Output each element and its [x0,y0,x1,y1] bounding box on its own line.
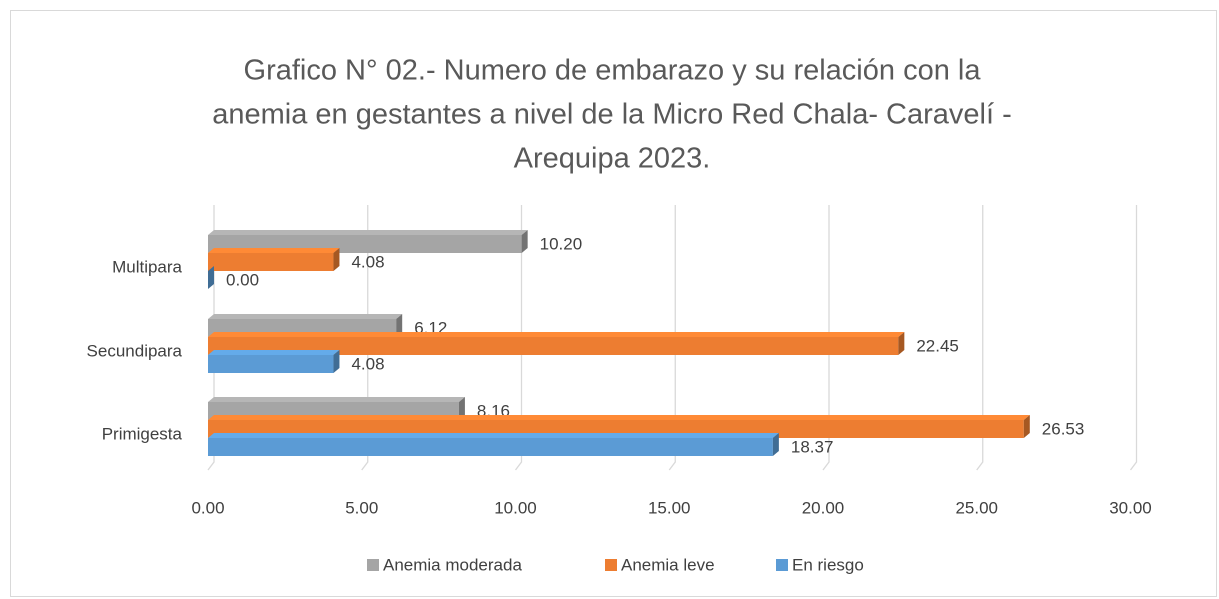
x-tick-label: 5.00 [345,498,378,517]
bar-side [521,230,528,253]
bar-top [208,248,340,253]
grid-line [361,205,369,471]
bar-side [1023,415,1030,438]
bar-side [772,433,779,456]
bar [208,332,905,355]
bar-top [208,433,779,438]
bar-top [208,350,340,355]
bar-front [208,438,773,456]
data-label: 10.20 [540,234,583,253]
chart-title: Arequipa 2023. [514,143,711,175]
y-tick-label: Primigesta [102,424,183,443]
bar [208,350,340,373]
legend-label: Anemia moderada [383,555,522,574]
bar-front [208,355,334,373]
bar-side [458,397,465,420]
bar-side [333,350,340,373]
data-label: 0.00 [226,270,259,289]
legend-swatch [605,559,617,571]
x-tick-label: 0.00 [191,498,224,517]
legend-label: Anemia leve [621,555,715,574]
bar-top [208,332,905,337]
data-label: 26.53 [1042,419,1085,438]
chart-border [10,10,1217,597]
data-label: 4.08 [351,252,384,271]
grid-line [976,205,984,471]
grid-line [668,205,676,471]
grid-line [514,205,523,471]
data-label: 18.37 [791,437,834,456]
bar-side [396,314,403,337]
x-tick-label: 15.00 [648,498,691,517]
chart-title: anemia en gestantes a nivel de la Micro … [212,99,1012,131]
x-tick-label: 20.00 [802,498,845,517]
bar-top [208,415,1030,420]
y-tick-label: Multipara [112,257,182,276]
data-label: 22.45 [916,336,959,355]
legend-label: En riesgo [792,555,864,574]
bar-side [898,332,905,355]
bar [208,248,340,271]
x-tick-label: 25.00 [955,498,998,517]
bar-side [208,266,214,289]
bar-top [208,314,403,319]
bar [208,433,779,456]
grid-line [207,205,215,471]
bar-side [333,248,340,271]
bar [208,266,214,289]
x-tick-label: 30.00 [1109,498,1152,517]
grid-line [822,205,830,471]
data-label: 4.08 [351,354,384,373]
grid-line [1129,205,1138,471]
bar-front [208,337,899,355]
x-tick-label: 10.00 [494,498,537,517]
y-tick-label: Secundipara [87,341,183,360]
bar-top [208,230,528,235]
bar-top [208,397,465,402]
bar-front [208,253,334,271]
chart-title: Grafico N° 02.- Numero de embarazo y su … [244,55,982,87]
legend-swatch [776,559,788,571]
legend-swatch [367,559,379,571]
